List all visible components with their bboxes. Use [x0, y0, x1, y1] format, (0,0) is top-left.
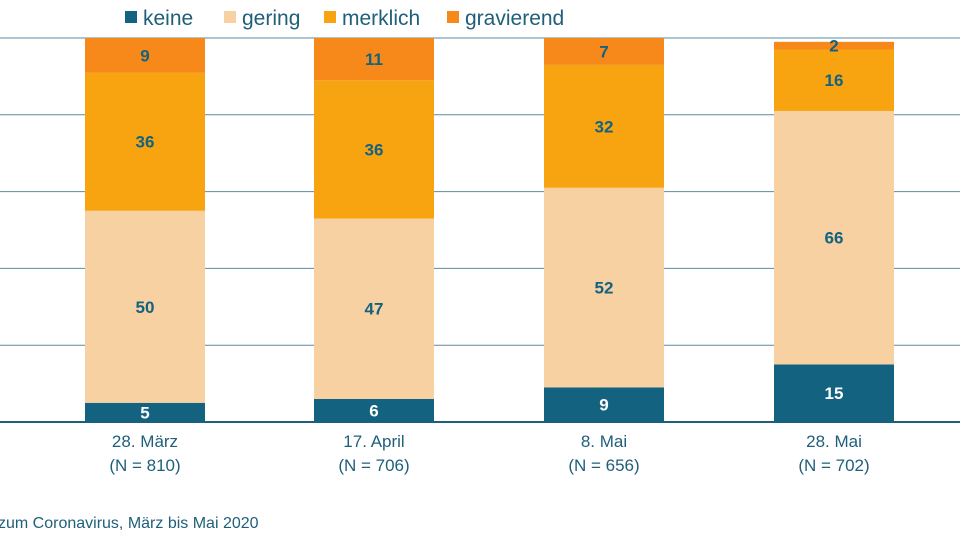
- category-label: 28. Mai: [806, 432, 862, 451]
- bar-segment-keine: [85, 402, 205, 422]
- bar-segment-keine: [314, 398, 434, 422]
- data-label: 36: [136, 133, 155, 152]
- data-label: 7: [599, 42, 608, 61]
- data-label: 32: [595, 117, 614, 136]
- legend-swatch: [447, 11, 459, 23]
- data-label: 6: [369, 401, 378, 420]
- category-labels: 28. März (N = 810) 17. April (N = 706) 8. Ma…: [109, 432, 869, 475]
- legend-label: gering: [242, 7, 300, 30]
- bar-segment-gravierend: [544, 38, 664, 65]
- data-label: 11: [365, 50, 383, 69]
- bar-segment-gering: [85, 210, 205, 403]
- category-sample-size: (N = 656): [568, 456, 639, 475]
- data-label: 50: [136, 298, 155, 317]
- legend-swatch: [125, 11, 137, 23]
- bar-segment-merklich: [85, 72, 205, 211]
- data-label: 66: [825, 229, 844, 248]
- data-label: 36: [365, 140, 384, 159]
- legend-label: keine: [143, 7, 193, 30]
- data-label: 2: [829, 37, 838, 56]
- bar-segment-gravierend: [314, 38, 434, 81]
- data-label: 9: [140, 46, 149, 65]
- bar-segment-merklich: [544, 64, 664, 188]
- bar-segment-gering: [314, 218, 434, 399]
- data-label: 52: [595, 279, 614, 298]
- bar-segment-keine: [774, 364, 894, 422]
- category-sample-size: (N = 706): [338, 456, 409, 475]
- data-label: 16: [825, 71, 844, 90]
- data-label: 5: [140, 403, 149, 422]
- bars: 5 50 36 9 6 47 36 11 9 52 32 7 15 66 16 2: [85, 37, 894, 422]
- data-label: 47: [365, 300, 384, 319]
- bar-segment-merklich: [314, 80, 434, 219]
- footer-text: zum Coronavirus, März bis Mai 2020: [0, 515, 259, 532]
- bar-segment-keine: [544, 387, 664, 422]
- legend-label: merklich: [342, 7, 420, 30]
- bar-segment-gering: [774, 110, 894, 365]
- category-sample-size: (N = 810): [109, 456, 180, 475]
- category-label: 8. Mai: [581, 432, 627, 451]
- category-label: 28. März: [112, 432, 178, 451]
- category-sample-size: (N = 702): [798, 456, 869, 475]
- category-label: 17. April: [343, 432, 404, 451]
- legend-swatch: [324, 11, 336, 23]
- legend-label: gravierend: [465, 7, 564, 30]
- bar-segment-gravierend: [85, 38, 205, 73]
- bar-segment-gravierend: [774, 41, 894, 50]
- bar-segment-gering: [544, 187, 664, 388]
- data-label: 15: [825, 384, 844, 403]
- data-label: 9: [599, 396, 608, 415]
- legend-swatch: [224, 11, 236, 23]
- bar-segment-merklich: [774, 49, 894, 111]
- legend: keine gering merklich gravierend: [125, 7, 564, 30]
